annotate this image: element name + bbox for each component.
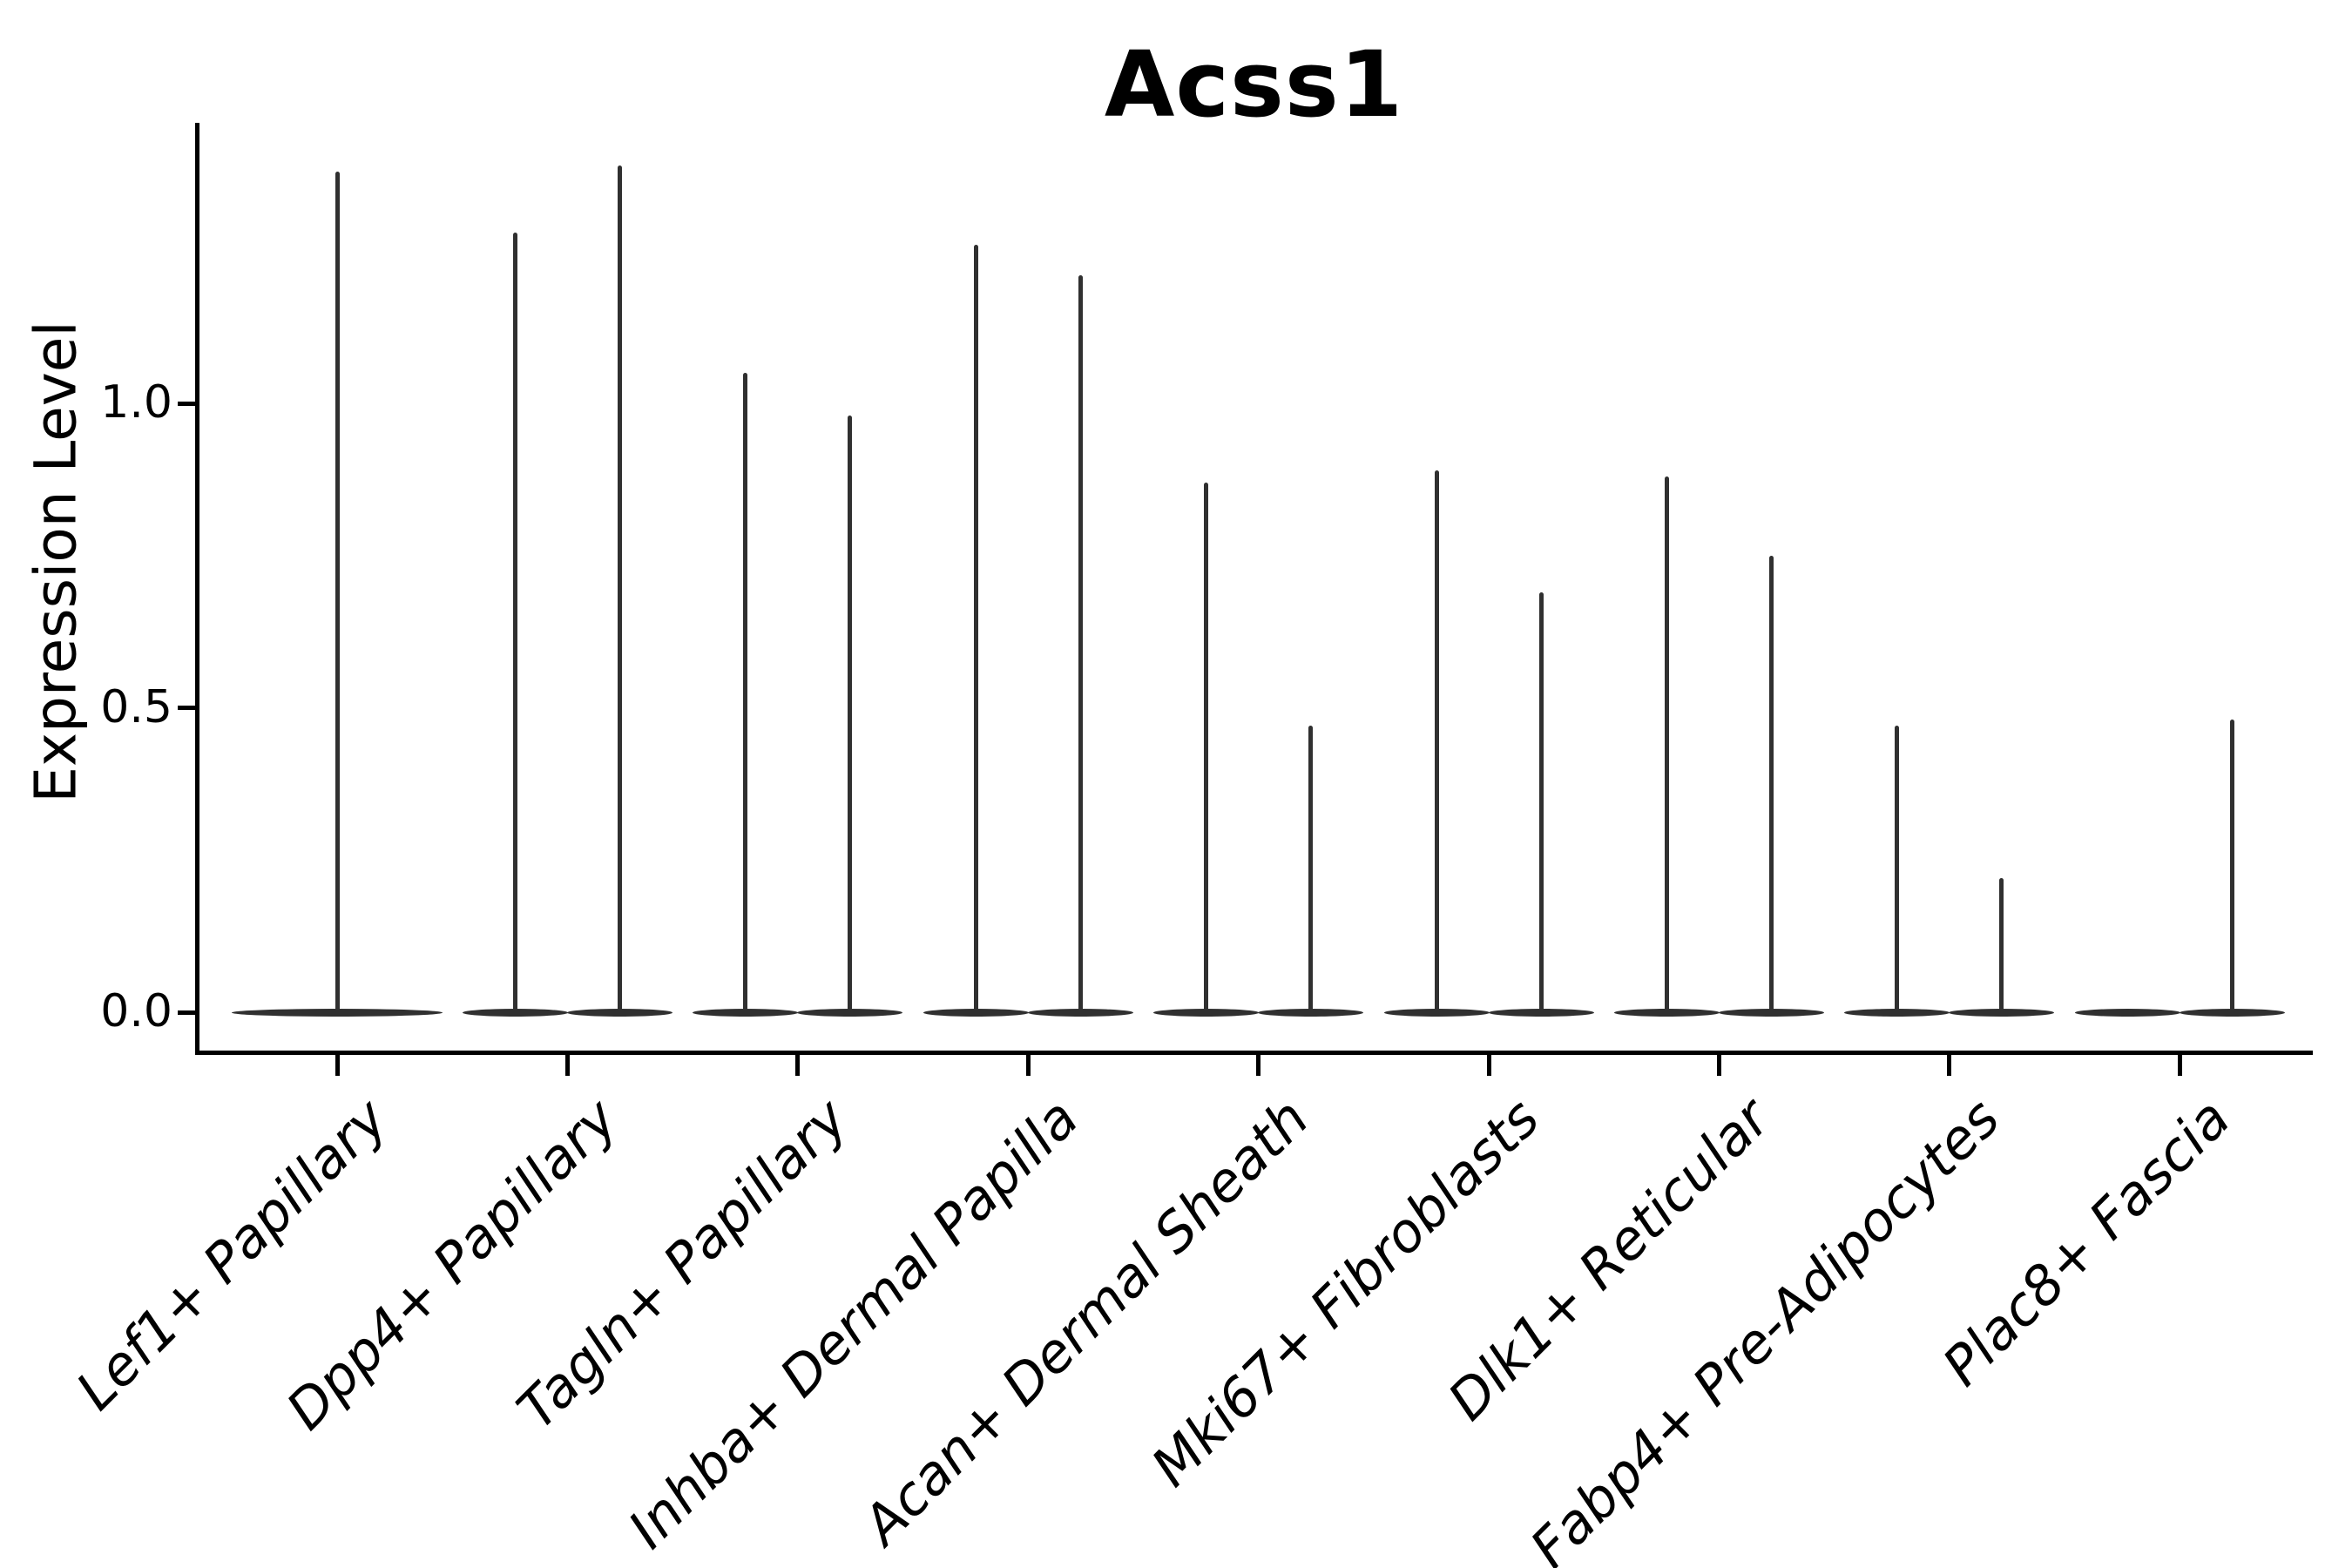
- violin-base: [1949, 1008, 2055, 1017]
- violin-spike: [1999, 878, 2004, 1012]
- violin-base: [693, 1008, 799, 1017]
- violin-base: [462, 1008, 568, 1017]
- violin-base: [1027, 1008, 1133, 1017]
- violin-spike: [1204, 482, 1209, 1012]
- violin-base: [923, 1008, 1029, 1017]
- violin-spike: [848, 415, 853, 1012]
- violin-base: [1613, 1008, 1720, 1017]
- y-tick-label: 0.5: [100, 680, 172, 733]
- y-tick: [178, 706, 195, 710]
- plot-title: Acss1: [1104, 31, 1404, 138]
- violin-spike: [512, 233, 517, 1012]
- violin-base: [2179, 1008, 2285, 1017]
- violin-spike: [1895, 726, 1900, 1012]
- violin-spike: [1078, 275, 1083, 1012]
- violin-spike: [743, 373, 748, 1012]
- y-tick: [178, 1010, 195, 1015]
- violin-base: [797, 1008, 903, 1017]
- x-axis-spine: [195, 1051, 2313, 1055]
- y-tick-label: 0.0: [100, 984, 172, 1037]
- violin-spike: [335, 172, 340, 1012]
- x-tick: [564, 1055, 570, 1076]
- x-tick: [2177, 1055, 2182, 1076]
- y-tick-label: 1.0: [100, 375, 172, 429]
- y-tick: [178, 401, 195, 406]
- violin-spike: [1664, 476, 1669, 1012]
- violin-base: [566, 1008, 672, 1017]
- violin-base: [2074, 1008, 2180, 1017]
- violin-base: [1844, 1008, 1950, 1017]
- y-axis-spine: [195, 123, 199, 1055]
- violin-base: [232, 1008, 443, 1017]
- y-axis-label: Expression Level: [22, 321, 90, 803]
- x-tick: [335, 1055, 340, 1076]
- violin-base: [1718, 1008, 1824, 1017]
- violin-spike: [1434, 470, 1439, 1012]
- x-tick: [1486, 1055, 1491, 1076]
- x-tick: [1025, 1055, 1031, 1076]
- x-tick-label: Mki67+ Fibroblasts: [1139, 1086, 1551, 1499]
- x-tick-label: Fabp4+ Pre-Adipocytes: [1517, 1086, 2012, 1568]
- violin-spike: [617, 166, 622, 1012]
- violin-spike: [973, 245, 978, 1012]
- x-tick: [1716, 1055, 1721, 1076]
- violin-base: [1153, 1008, 1260, 1017]
- violin-spike: [2229, 720, 2234, 1012]
- violin-spike: [1538, 591, 1544, 1012]
- violin-base: [1488, 1008, 1594, 1017]
- x-tick: [1947, 1055, 1952, 1076]
- x-tick-label: Acan+ Dermal Sheath: [850, 1086, 1321, 1557]
- x-tick: [795, 1055, 801, 1076]
- violin-spike: [1768, 555, 1774, 1012]
- x-tick-label: Inhba+ Dermal Papilla: [616, 1086, 1091, 1561]
- violin-base: [1258, 1008, 1364, 1017]
- violin-base: [1383, 1008, 1490, 1017]
- x-tick: [1256, 1055, 1261, 1076]
- violin-spike: [1308, 726, 1314, 1012]
